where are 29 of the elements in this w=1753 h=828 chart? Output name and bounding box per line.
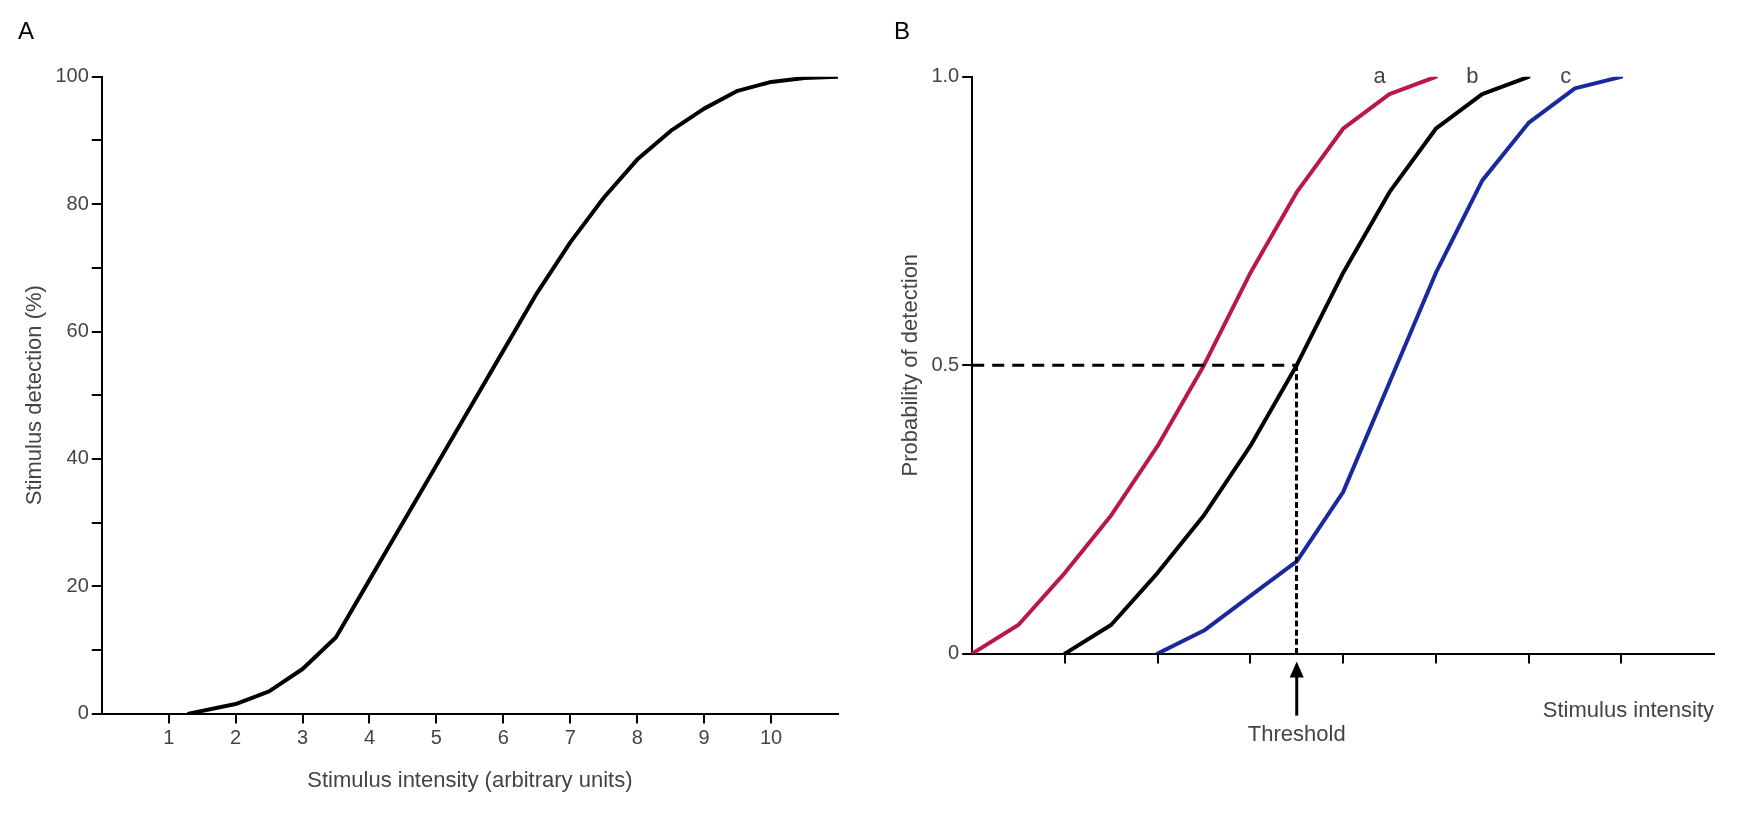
- x-tick-label: 7: [564, 726, 576, 749]
- y-axis-title: Probability of detection: [897, 253, 923, 477]
- chart-title: A: [18, 17, 35, 45]
- x-tick-label: 4: [363, 726, 376, 749]
- text: Threshold: [1247, 720, 1346, 746]
- y-tick-label: 0: [948, 641, 960, 664]
- x-tick-label: 3: [297, 726, 309, 749]
- y-axis-title: Stimulus detection (%): [21, 285, 47, 506]
- y-tick-label: 100: [55, 64, 89, 87]
- y-tick-label: 60: [66, 319, 89, 342]
- x-axis-title: Stimulus intensity (arbitrary units): [307, 766, 633, 792]
- x-tick-label: 8: [631, 726, 643, 749]
- y-tick-label: 1.0: [931, 64, 960, 87]
- y-tick-label: 0.5: [931, 352, 960, 375]
- x-tick-label: 1: [163, 726, 175, 749]
- series-label: a: [1373, 62, 1387, 88]
- x-tick-label: 9: [698, 726, 710, 749]
- y-tick-label: 20: [66, 573, 89, 596]
- x-tick-label: 2: [230, 726, 242, 749]
- x-axis-title: Stimulus intensity: [1542, 696, 1714, 722]
- y-tick-label: 80: [66, 191, 89, 214]
- y-tick-label: 40: [66, 446, 89, 469]
- x-tick-label: 6: [497, 726, 509, 749]
- series-label: b: [1466, 62, 1479, 88]
- series-label: c: [1560, 62, 1572, 88]
- x-tick-label: 5: [430, 726, 442, 749]
- y-tick-label: 0: [77, 701, 89, 724]
- x-tick-label: 10: [759, 726, 783, 749]
- chart-title: B: [894, 17, 911, 45]
